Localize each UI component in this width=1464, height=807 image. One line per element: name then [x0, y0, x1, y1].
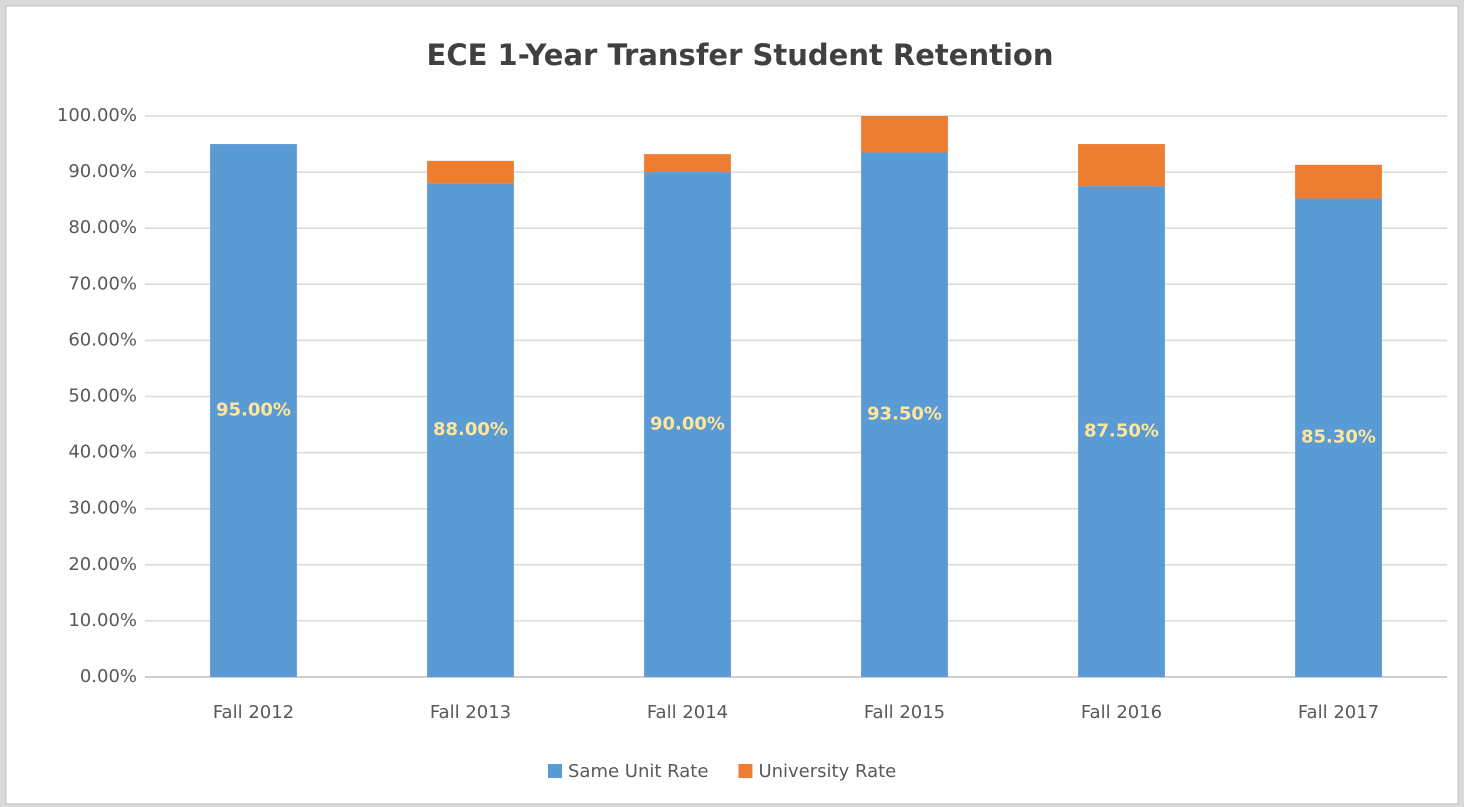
bar-segment: [427, 183, 514, 677]
y-tick-label: 0.00%: [80, 666, 137, 687]
y-tick-label: 20.00%: [68, 554, 137, 575]
y-tick-label: 80.00%: [68, 217, 137, 238]
chart-title: ECE 1-Year Transfer Student Retention: [427, 38, 1054, 72]
y-tick-label: 50.00%: [68, 386, 137, 407]
bar-segment: [427, 160, 514, 184]
data-label: 93.50%: [867, 404, 942, 425]
bar-segment: [1078, 144, 1165, 187]
bar-segment: [861, 152, 948, 678]
bar-segment: [1295, 198, 1382, 678]
data-label: 87.50%: [1084, 421, 1159, 442]
data-label: 90.00%: [650, 414, 725, 435]
data-label: 85.30%: [1301, 427, 1376, 448]
bar-segment: [861, 116, 948, 153]
data-label: 88.00%: [433, 419, 508, 440]
data-label: 95.00%: [216, 400, 291, 421]
bar-segment: [644, 154, 731, 173]
x-tick-label: Fall 2013: [430, 702, 511, 723]
y-tick-label: 70.00%: [68, 273, 137, 294]
y-tick-label: 10.00%: [68, 610, 137, 631]
y-tick-label: 60.00%: [68, 329, 137, 350]
y-tick-label: 30.00%: [68, 498, 137, 519]
bar-segment: [1295, 164, 1382, 199]
legend-label: Same Unit Rate: [568, 761, 708, 782]
y-tick-label: 40.00%: [68, 442, 137, 463]
x-tick-label: Fall 2014: [647, 702, 728, 723]
legend-swatch: [548, 764, 562, 778]
x-tick-label: Fall 2017: [1298, 702, 1379, 723]
bar-segment: [644, 172, 731, 677]
y-tick-label: 90.00%: [68, 161, 137, 182]
y-tick-label: 100.00%: [57, 105, 137, 126]
x-tick-label: Fall 2015: [864, 702, 945, 723]
x-tick-label: Fall 2012: [213, 702, 294, 723]
bar-segment: [1078, 186, 1165, 677]
bar-segment: [210, 144, 297, 678]
legend-swatch: [738, 764, 753, 778]
legend-label: University Rate: [758, 761, 896, 782]
x-tick-label: Fall 2016: [1081, 702, 1162, 723]
